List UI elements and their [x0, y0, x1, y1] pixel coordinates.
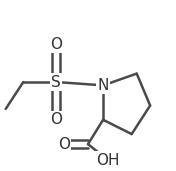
Text: N: N — [98, 78, 109, 93]
Text: O: O — [58, 137, 70, 152]
Text: O: O — [50, 112, 62, 127]
Text: S: S — [51, 75, 61, 89]
Text: O: O — [50, 37, 62, 52]
Text: OH: OH — [96, 153, 120, 168]
